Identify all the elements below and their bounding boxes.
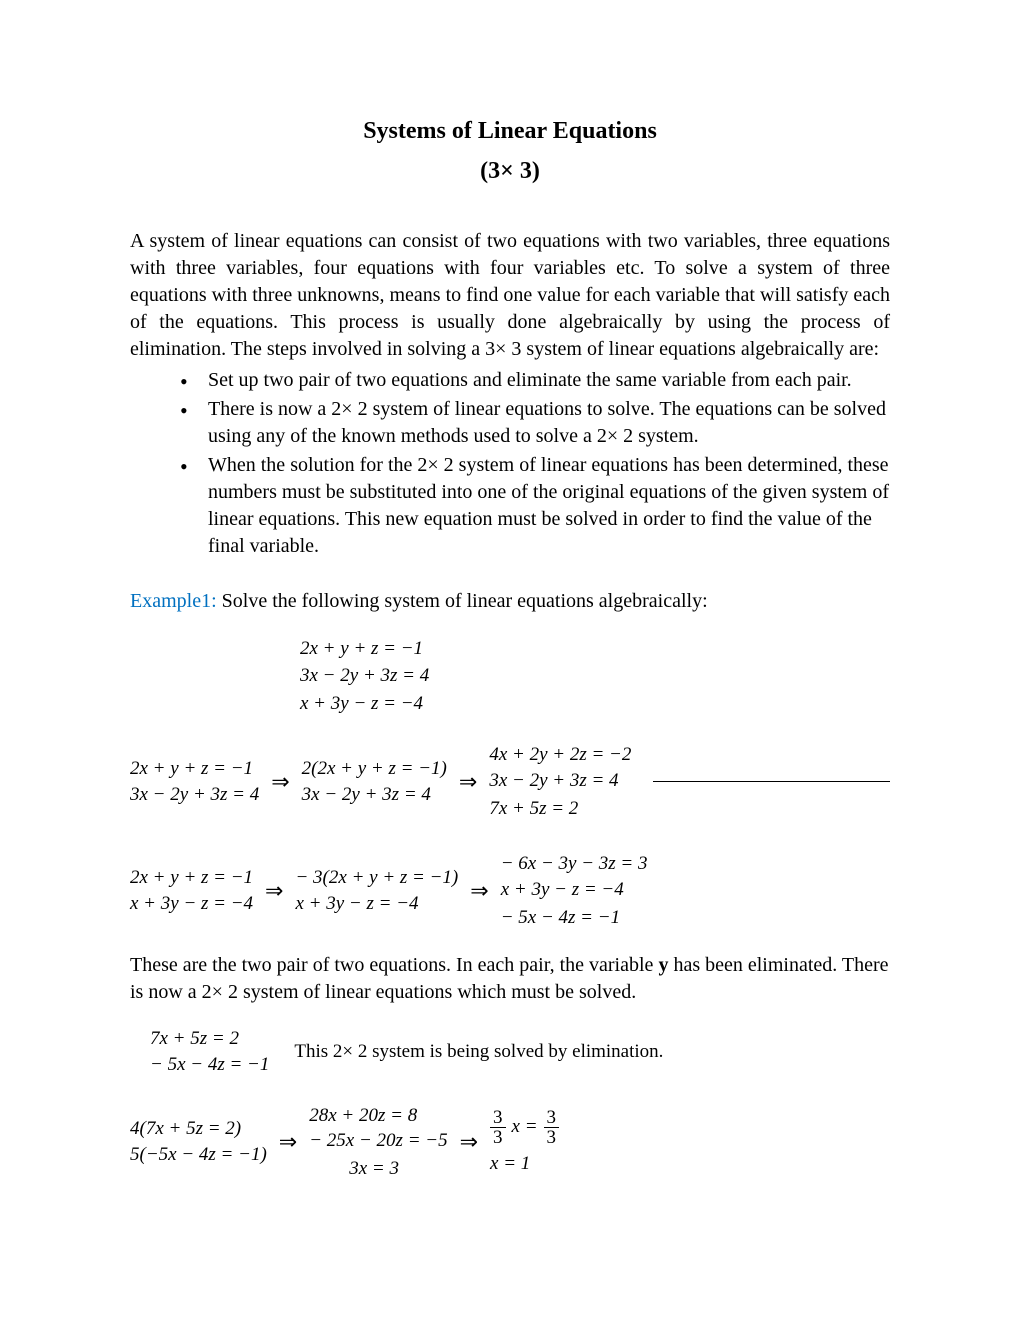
equation-line: x + 3y − z = −4 [300, 690, 890, 718]
elimination-step-1: 2x + y + z = −1 3x − 2y + 3z = 4 ⇒ 2(2x … [130, 742, 890, 821]
arrow-icon: ⇒ [470, 876, 488, 906]
arrow-icon: ⇒ [265, 876, 283, 906]
equation-line: − 25x − 20z = −5 [309, 1128, 447, 1154]
equation-line: 4x + 2y + 2z = −2 [489, 742, 631, 768]
text-part: These are the two pair of two equations.… [130, 954, 658, 976]
equation-line: 5(−5x − 4z = −1) [130, 1142, 267, 1168]
equation-line: 3x − 2y + 3z = 4 [300, 662, 890, 690]
equation-column: − 3(2x + y + z = −1) x + 3y − z = −4 [295, 865, 458, 916]
equation-column: 4(7x + 5z = 2) 5(−5x − 4z = −1) [130, 1116, 267, 1167]
equation-line: 28x + 20z = 8 [309, 1103, 447, 1129]
example-text: Solve the following system of linear equ… [217, 590, 708, 612]
equation-line: − 5x − 4z = −1 [150, 1052, 269, 1078]
elimination-step-2: 2x + y + z = −1 x + 3y − z = −4 ⇒ − 3(2x… [130, 851, 890, 930]
equation-line: 3x − 2y + 3z = 4 [489, 768, 631, 794]
fraction-equation: 33 x = 33 [490, 1108, 559, 1147]
equation-column: 28x + 20z = 8 − 25x − 20z = −5 3x = 3 [309, 1103, 447, 1182]
solve-note: This 2× 2 system is being solved by elim… [294, 1039, 663, 1065]
equation-line: 2x + y + z = −1 [300, 635, 890, 663]
equation-column: 7x + 5z = 2 − 5x − 4z = −1 [150, 1026, 269, 1077]
equation-result: − 5x − 4z = −1 [501, 905, 648, 931]
page-subtitle: (3× 3) [130, 155, 890, 187]
equation-line: x + 3y − z = −4 [130, 891, 253, 917]
equation-line: x + 3y − z = −4 [501, 877, 648, 903]
arrow-icon: ⇒ [459, 767, 477, 797]
elimination-step-3: 4(7x + 5z = 2) 5(−5x − 4z = −1) ⇒ 28x + … [130, 1103, 890, 1182]
equation-line: x + 3y − z = −4 [295, 891, 458, 917]
denominator: 3 [490, 1128, 506, 1147]
horizontal-rule [653, 781, 890, 782]
arrow-icon: ⇒ [460, 1127, 478, 1157]
equation-result: 7x + 5z = 2 [489, 796, 631, 822]
fraction: 33 [544, 1108, 560, 1147]
numerator: 3 [544, 1108, 560, 1128]
equation-line: − 3(2x + y + z = −1) [295, 865, 458, 891]
equation-result: 3x = 3 [349, 1156, 447, 1182]
equation-line: 2x + y + z = −1 [130, 756, 259, 782]
fraction: 33 [490, 1108, 506, 1147]
list-item: Set up two pair of two equations and eli… [180, 367, 890, 394]
equation-column: 2x + y + z = −1 x + 3y − z = −4 [130, 865, 253, 916]
mid-paragraph: These are the two pair of two equations.… [130, 952, 890, 1006]
page-title: Systems of Linear Equations [130, 115, 890, 147]
denominator: 3 [544, 1128, 560, 1147]
initial-system: 2x + y + z = −1 3x − 2y + 3z = 4 x + 3y … [300, 635, 890, 718]
equation-line: 2x + y + z = −1 [130, 865, 253, 891]
equation-line: 3x − 2y + 3z = 4 [302, 782, 447, 808]
equation-column: 33 x = 33 x = 1 [490, 1108, 559, 1177]
equation-column: − 6x − 3y − 3z = 3 x + 3y − z = −4 − 5x … [501, 851, 648, 930]
steps-list: Set up two pair of two equations and eli… [130, 367, 890, 560]
text-bold: y [658, 954, 668, 976]
list-item: There is now a 2× 2 system of linear equ… [180, 396, 890, 450]
equation-line: − 6x − 3y − 3z = 3 [501, 851, 648, 877]
list-item: When the solution for the 2× 2 system of… [180, 452, 890, 560]
equation-column: 2(2x + y + z = −1) 3x − 2y + 3z = 4 [302, 756, 447, 807]
equation-line: 4(7x + 5z = 2) [130, 1116, 267, 1142]
equation-final: x = 1 [490, 1151, 559, 1177]
equation-line: 3x − 2y + 3z = 4 [130, 782, 259, 808]
arrow-icon: ⇒ [279, 1127, 297, 1157]
equation-column: 4x + 2y + 2z = −2 3x − 2y + 3z = 4 7x + … [489, 742, 631, 821]
numerator: 3 [490, 1108, 506, 1128]
equation-column: 2x + y + z = −1 3x − 2y + 3z = 4 [130, 756, 259, 807]
equation-line: 2(2x + y + z = −1) [302, 756, 447, 782]
arrow-icon: ⇒ [271, 767, 289, 797]
example-prompt: Example1: Solve the following system of … [130, 588, 890, 615]
intro-paragraph: A system of linear equations can consist… [130, 228, 890, 363]
equation-text: x = [512, 1114, 538, 1140]
two-by-two-system: 7x + 5z = 2 − 5x − 4z = −1 This 2× 2 sys… [150, 1026, 890, 1077]
example-label: Example1: [130, 590, 217, 612]
equation-line: 7x + 5z = 2 [150, 1026, 269, 1052]
